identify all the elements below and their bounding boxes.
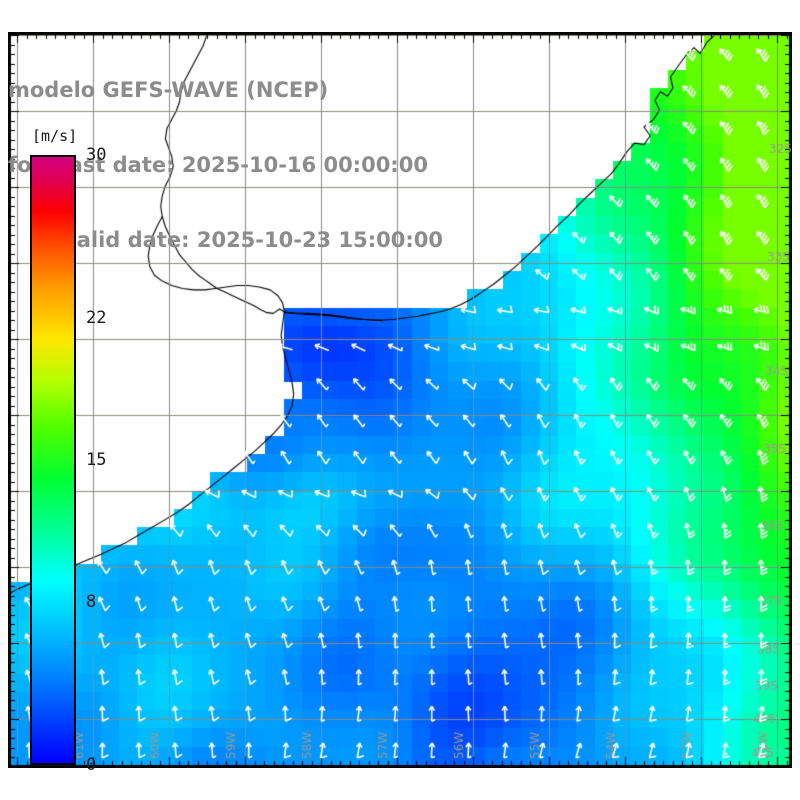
wind-barb-overlay [9,33,791,767]
map-plot-area[interactable] [8,32,792,768]
colorbar-gradient [30,155,76,765]
colorbar-unit-label: [m/s] [32,127,78,145]
colorbar-tick-0: 0 [86,755,97,775]
colorbar-tick-15: 15 [86,450,107,470]
colorbar-tick-22: 22 [86,307,107,328]
colorbar-tick-8: 8 [86,592,97,613]
colorbar-tick-30: 30 [86,145,107,165]
